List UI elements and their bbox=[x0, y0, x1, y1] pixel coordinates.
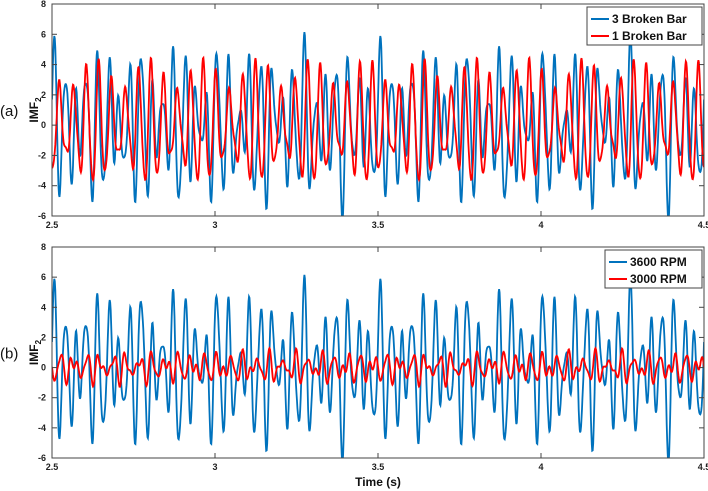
y-tick-label: 0 bbox=[41, 363, 46, 373]
x-tick-label: 3.5 bbox=[372, 462, 385, 472]
x-tick-label: 4 bbox=[538, 220, 543, 230]
panel-label: (a) bbox=[0, 103, 18, 120]
legend-entry: 3600 RPM bbox=[630, 255, 687, 269]
y-tick-label: 2 bbox=[41, 90, 46, 100]
x-tick-label: 3.5 bbox=[372, 220, 385, 230]
y-tick-label: -6 bbox=[38, 453, 46, 463]
y-tick-label: 6 bbox=[41, 272, 46, 282]
y-axis-label: IMF2 bbox=[27, 339, 43, 365]
series-line-3000-rpm bbox=[52, 346, 704, 389]
y-axis-label: IMF2 bbox=[27, 97, 43, 123]
y-tick-label: 0 bbox=[41, 120, 46, 130]
legend-entry: 1 Broken Bar bbox=[612, 29, 687, 43]
x-tick-label: 2.5 bbox=[46, 220, 59, 230]
y-tick-label: -2 bbox=[38, 393, 46, 403]
panel-b: 2.5 3 3.5 4 4.5 -6 -4 -2 0 2 4 6 8 (b) IMF2 Time (s) 360… bbox=[0, 242, 708, 489]
y-tick-label: 4 bbox=[41, 302, 46, 312]
legend-entry: 3 Broken Bar bbox=[612, 12, 687, 26]
x-tick-label: 4.5 bbox=[698, 220, 708, 230]
x-tick-label: 4.5 bbox=[698, 462, 708, 472]
legend-entry: 3000 RPM bbox=[630, 272, 687, 286]
x-tick-label: 3 bbox=[212, 220, 217, 230]
series-line-1-broken-bar bbox=[52, 55, 704, 183]
x-tick-label: 2.5 bbox=[46, 462, 59, 472]
y-tick-label: 4 bbox=[41, 60, 46, 70]
panel-a: 2.5 3 3.5 4 4.5 -6 -4 -2 0 2 4 6 8 (a) IMF2 3 Broken Ba… bbox=[0, 0, 708, 230]
y-tick-label: 2 bbox=[41, 332, 46, 342]
x-tick-label: 4 bbox=[538, 462, 543, 472]
legend: 3 Broken Bar 1 Broken Bar bbox=[586, 6, 703, 46]
y-tick-label: -2 bbox=[38, 150, 46, 160]
series-line-3600-rpm bbox=[52, 274, 704, 458]
y-tick-label: -4 bbox=[38, 423, 46, 433]
y-tick-label: -6 bbox=[38, 211, 46, 221]
y-tick-label: 6 bbox=[41, 29, 46, 39]
y-tick-label: 8 bbox=[41, 242, 46, 252]
y-tick-label: 8 bbox=[41, 0, 46, 9]
panel-label: (b) bbox=[0, 346, 18, 363]
x-axis-label: Time (s) bbox=[355, 475, 401, 489]
legend: 3600 RPM 3000 RPM bbox=[604, 249, 703, 289]
y-tick-label: -4 bbox=[38, 181, 46, 191]
x-tick-label: 3 bbox=[212, 462, 217, 472]
